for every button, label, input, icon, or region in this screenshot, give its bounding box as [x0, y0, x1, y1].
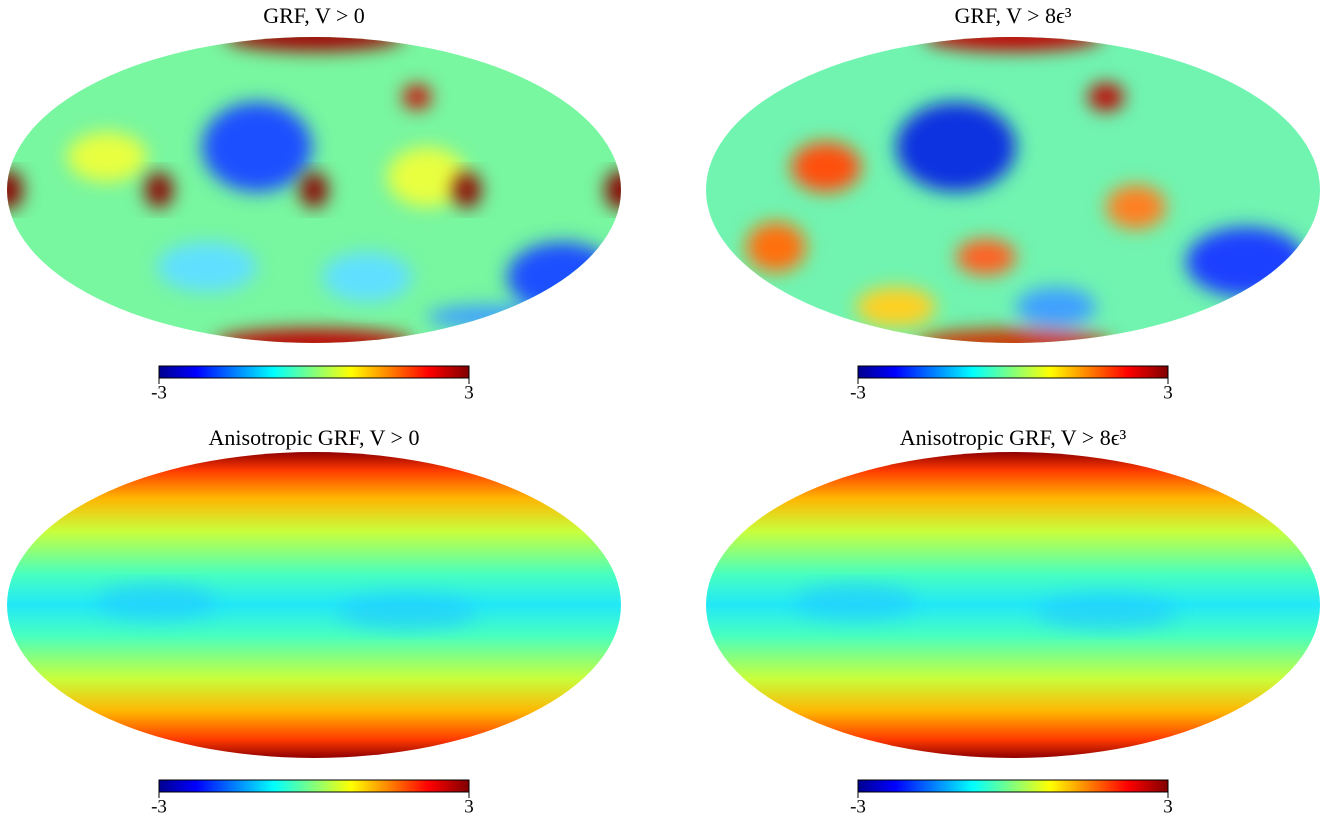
- colorbar-tick-label: 3: [464, 796, 474, 817]
- colorbar-tick-label: -3: [151, 382, 167, 403]
- colorbar: [857, 365, 1169, 379]
- colorbar-tick-label: 3: [1163, 382, 1173, 403]
- map-field: [7, 37, 621, 343]
- colorbar-tick-label: 3: [1163, 796, 1173, 817]
- colorbar: [857, 779, 1169, 793]
- colorbar: [158, 365, 470, 379]
- map-field: [7, 452, 621, 758]
- panel-title: GRF, V > 8ϵ³: [954, 3, 1071, 28]
- panel-title: Anisotropic GRF, V > 8ϵ³: [900, 425, 1127, 450]
- colorbar-tick-label: -3: [850, 382, 866, 403]
- colorbar-tick-label: 3: [464, 382, 474, 403]
- panel-title: GRF, V > 0: [263, 3, 365, 28]
- colorbar-tick-label: -3: [151, 796, 167, 817]
- map-field: [706, 37, 1320, 343]
- colorbar: [158, 779, 470, 793]
- colorbar-tick-label: -3: [850, 796, 866, 817]
- panel-title: Anisotropic GRF, V > 0: [209, 425, 420, 450]
- map-field: [706, 452, 1320, 758]
